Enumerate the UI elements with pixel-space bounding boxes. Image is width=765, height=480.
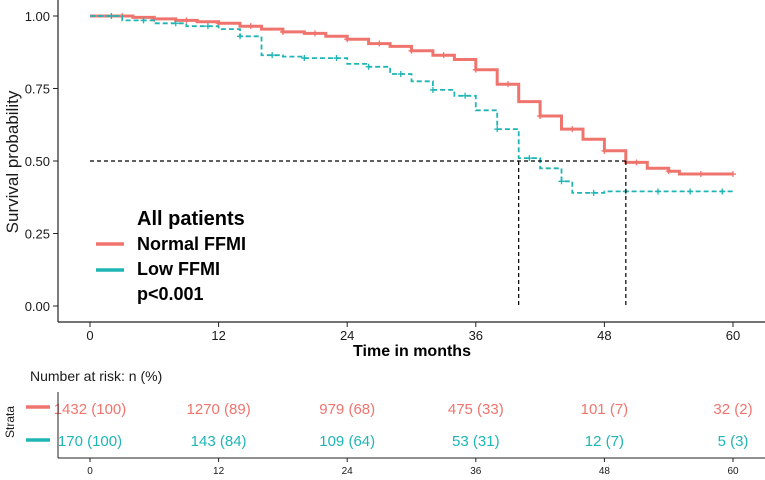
censor-mark xyxy=(558,178,565,185)
risk-cell-low: 143 (84) xyxy=(191,433,247,450)
risk-cell-normal: 1432 (100) xyxy=(54,401,127,418)
x-tick-label: 60 xyxy=(726,328,740,343)
censor-mark xyxy=(504,81,511,88)
legend-label-normal: Normal FFMI xyxy=(137,234,246,254)
censor-mark xyxy=(569,126,576,133)
censor-mark xyxy=(237,33,244,40)
censor-mark xyxy=(697,171,704,178)
x-tick-label: 36 xyxy=(469,328,483,343)
censor-mark xyxy=(719,188,726,195)
censor-mark xyxy=(665,168,672,175)
risk-x-tick-label: 36 xyxy=(470,466,482,477)
censor-mark xyxy=(397,71,404,77)
censor-mark xyxy=(408,47,415,54)
censor-mark xyxy=(172,20,179,27)
censor-mark xyxy=(247,23,254,30)
censor-mark xyxy=(440,52,447,59)
legend: All patients Normal FFMI Low FFMI p<0.00… xyxy=(96,208,246,304)
x-axis-title: Time in months xyxy=(353,343,471,360)
censor-mark xyxy=(279,28,286,35)
risk-x-tick-label: 0 xyxy=(87,466,93,477)
y-tick-label: 0.50 xyxy=(25,154,50,169)
censor-mark xyxy=(269,52,276,59)
series-line-low-ffmi xyxy=(90,15,733,194)
legend-pvalue: p<0.001 xyxy=(137,284,204,304)
y-axis-title: Survival probability xyxy=(3,90,22,233)
y-tick-label: 0.25 xyxy=(25,227,50,242)
censor-mark xyxy=(633,159,640,166)
censor-mark xyxy=(140,17,147,24)
censor-mark xyxy=(376,40,383,47)
risk-table-title: Number at risk: n (%) xyxy=(30,368,162,384)
censor-mark xyxy=(526,155,533,162)
censor-mark xyxy=(601,147,608,154)
risk-cell-low: 109 (64) xyxy=(319,433,375,450)
censor-mark xyxy=(204,23,211,30)
risk-x-tick-label: 24 xyxy=(342,466,354,477)
censor-mark xyxy=(537,113,544,120)
y-tick-label: 0.75 xyxy=(25,82,50,97)
censor-mark xyxy=(183,17,190,24)
risk-cell-low: 170 (100) xyxy=(58,433,122,450)
y-tick-label: 0.00 xyxy=(25,299,50,314)
censor-mark xyxy=(654,188,661,195)
x-tick-label: 0 xyxy=(86,328,93,343)
risk-cell-low: 5 (3) xyxy=(718,433,749,450)
censor-mark xyxy=(687,188,694,195)
median-reference-lines xyxy=(90,160,627,306)
risk-cell-normal: 32 (2) xyxy=(713,401,752,418)
series-line-normal-ffmi xyxy=(90,14,733,176)
y-tick-label: 1.00 xyxy=(25,9,50,24)
censor-mark xyxy=(365,63,372,70)
risk-x-tick-label: 60 xyxy=(727,466,739,477)
censor-mark xyxy=(494,126,501,133)
series-layer xyxy=(90,13,736,196)
legend-label-low: Low FFMI xyxy=(137,259,220,279)
censor-mark xyxy=(108,13,115,19)
risk-table-strata-label: Strata xyxy=(3,406,17,438)
censor-mark xyxy=(429,86,436,93)
risk-x-tick-label: 48 xyxy=(599,466,611,477)
censor-mark xyxy=(462,92,469,99)
risk-cell-normal: 475 (33) xyxy=(448,401,504,418)
censor-mark xyxy=(215,20,222,27)
risk-cell-normal: 101 (7) xyxy=(581,401,629,418)
censor-mark xyxy=(333,55,340,62)
risk-axis: 0 12 24 36 48 60 xyxy=(57,392,765,477)
risk-table: Number at risk: n (%) Strata 1432 (100) 1… xyxy=(3,368,765,477)
x-tick-label: 48 xyxy=(597,328,611,343)
censor-mark xyxy=(312,30,319,37)
censor-mark xyxy=(472,66,479,73)
risk-cells: 1432 (100) 1270 (89) 979 (68) 475 (33) 101 (… xyxy=(54,401,753,450)
censor-mark xyxy=(344,36,351,43)
main-axes: 0 12 24 36 48 60 0.00 0.25 0.50 0.75 1.00 xyxy=(25,0,765,343)
censor-mark xyxy=(730,171,736,178)
risk-cell-low: 12 (7) xyxy=(585,433,624,450)
x-tick-label: 24 xyxy=(340,328,354,343)
risk-cell-normal: 979 (68) xyxy=(319,401,375,418)
censor-mark xyxy=(301,55,308,62)
risk-cell-low: 53 (31) xyxy=(452,433,500,450)
legend-title: All patients xyxy=(137,208,245,230)
risk-x-tick-label: 12 xyxy=(213,466,225,477)
risk-cell-normal: 1270 (89) xyxy=(186,401,250,418)
x-tick-label: 12 xyxy=(211,328,225,343)
censor-mark xyxy=(590,189,597,196)
